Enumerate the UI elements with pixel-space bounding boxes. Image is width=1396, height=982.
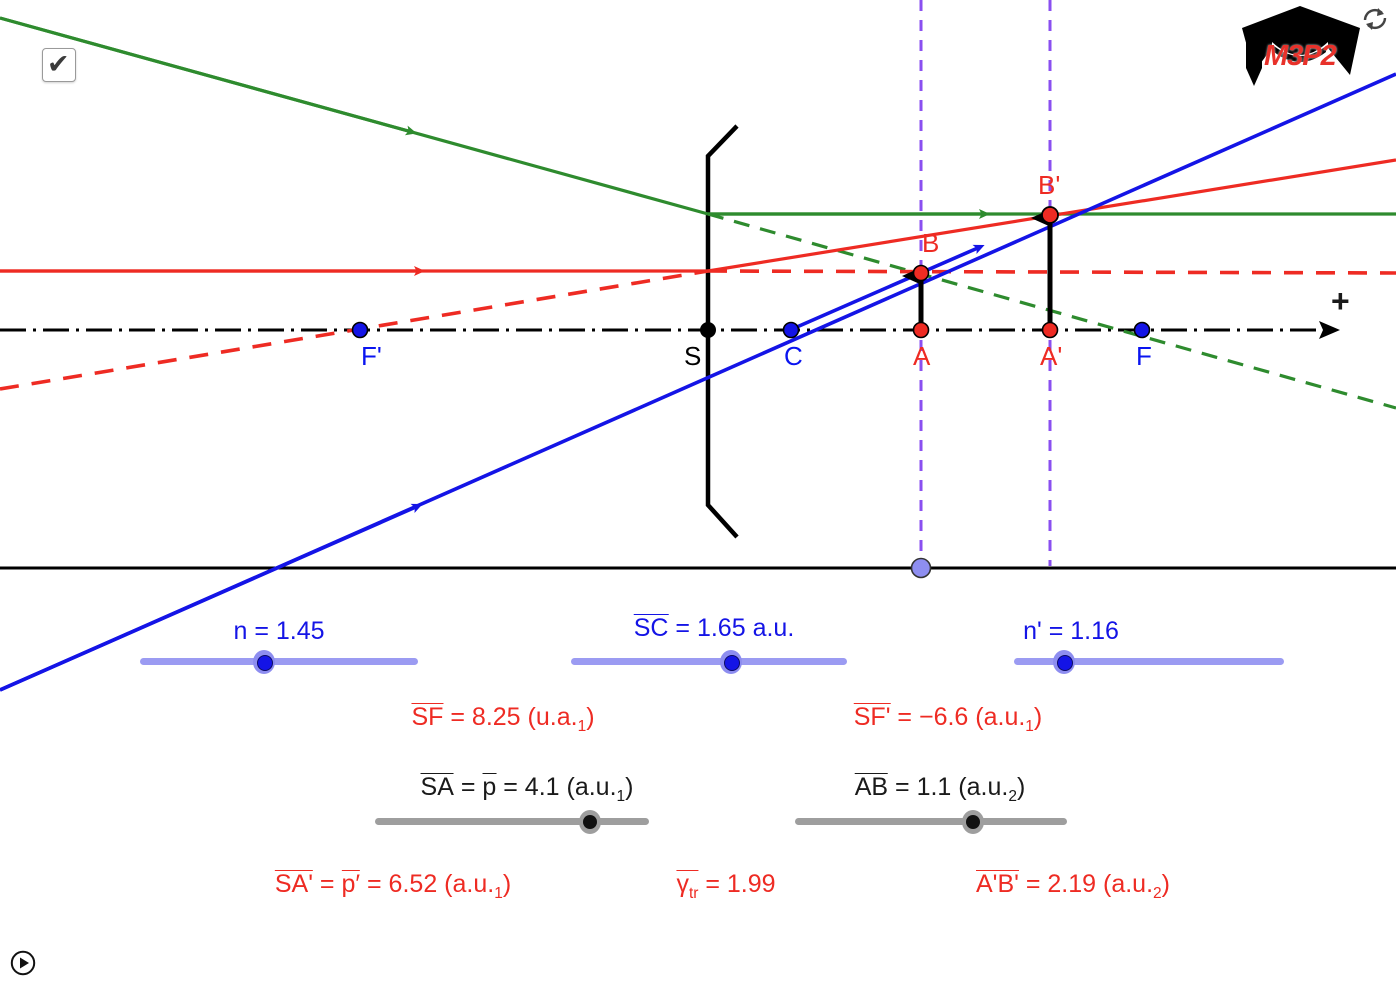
axis-positive-direction-label: + bbox=[1331, 283, 1350, 319]
sf-symbol: SF bbox=[411, 703, 444, 731]
slider-knob-n[interactable] bbox=[253, 650, 275, 674]
slider-label-ab: AB = 1.1 (a.u.2) bbox=[854, 773, 1026, 810]
red-virtual-extension-right bbox=[707, 269, 1396, 275]
slider-knob-sa[interactable] bbox=[579, 810, 601, 834]
slider-knob-ab[interactable] bbox=[962, 810, 984, 834]
slider-track-n[interactable] bbox=[140, 658, 418, 665]
slider-n-prime[interactable] bbox=[1014, 650, 1284, 682]
slider-symbol-ab: AB bbox=[854, 773, 889, 801]
point-F-prime bbox=[351, 321, 369, 339]
point-B-prime bbox=[1041, 206, 1059, 224]
sa-prime-symbol: SA' bbox=[274, 870, 313, 898]
ab-prime-readout: A'B' = 2.19 (a.u.2) bbox=[976, 870, 1170, 907]
m3p2-logo: M3P2 bbox=[1232, 2, 1368, 92]
sa-prime-readout: SA' = p′ = 6.52 (a.u.1) bbox=[274, 870, 512, 907]
point-A-prime bbox=[1041, 321, 1059, 339]
slider-value-sc: = 1.65 a.u. bbox=[675, 614, 795, 642]
sf-value: = 8.25 (u.a.1) bbox=[450, 703, 595, 735]
slider-label-n: n = 1.45 bbox=[233, 618, 324, 644]
slider-track-n-prime[interactable] bbox=[1014, 658, 1284, 665]
slider-value-sa: = p = 4.1 (a.u.1) bbox=[460, 773, 634, 805]
label-point-A-prime: A' bbox=[1040, 341, 1063, 371]
slider-sa[interactable] bbox=[375, 810, 649, 842]
blue-ray-arrow-1 bbox=[0, 503, 423, 692]
green-incident-ray-arrow bbox=[0, 16, 417, 136]
slider-knob-n-prime[interactable] bbox=[1053, 650, 1075, 674]
slider-value-n: n = 1.45 bbox=[233, 617, 325, 645]
label-point-C: C bbox=[784, 341, 803, 371]
point-C bbox=[782, 321, 800, 339]
slider-knob-sc[interactable] bbox=[720, 650, 742, 674]
blue-ray-arrow-2 bbox=[789, 244, 985, 332]
checkmark-icon: ✔ bbox=[47, 49, 70, 80]
slider-value-ab: = 1.1 (a.u.2) bbox=[895, 773, 1026, 805]
label-point-B-prime: B' bbox=[1038, 170, 1061, 200]
slider-label-n-prime: n' = 1.16 bbox=[1023, 618, 1119, 644]
slider-track-ab[interactable] bbox=[795, 818, 1067, 825]
slider-label-sa: SA = p = 4.1 (a.u.1) bbox=[420, 773, 634, 810]
slider-sc[interactable] bbox=[571, 650, 847, 682]
sf-prime-symbol: SF' bbox=[853, 703, 891, 731]
slider-track-sa[interactable] bbox=[375, 818, 649, 825]
sf-readout: SF = 8.25 (u.a.1) bbox=[411, 703, 595, 740]
slider-symbol-sa: SA bbox=[420, 773, 454, 801]
point-A bbox=[912, 321, 930, 339]
label-point-F: F bbox=[1136, 341, 1152, 371]
show-construction-checkbox[interactable]: ✔ bbox=[42, 48, 76, 82]
label-point-S: S bbox=[684, 341, 702, 371]
sf-prime-readout: SF' = −6.6 (a.u.1) bbox=[853, 703, 1043, 740]
slider-label-sc: SC = 1.65 a.u. bbox=[633, 614, 795, 642]
label-point-F-prime: F' bbox=[361, 341, 382, 371]
ab-prime-value: = 2.19 (a.u.2) bbox=[1025, 870, 1170, 902]
ab-prime-symbol: A'B' bbox=[976, 870, 1019, 898]
point-F bbox=[1133, 321, 1151, 339]
sf-prime-value: = −6.6 (a.u.1) bbox=[897, 703, 1043, 735]
refresh-icon[interactable] bbox=[1360, 4, 1390, 34]
sa-prime-value: = p′ = 6.52 (a.u.1) bbox=[319, 870, 512, 902]
gamma-value: = 1.99 bbox=[705, 870, 776, 898]
slider-value-n-prime: n' = 1.16 bbox=[1023, 617, 1119, 645]
gamma-tr-readout: γtr = 1.99 bbox=[676, 870, 776, 906]
play-circle-icon[interactable] bbox=[10, 950, 36, 976]
label-point-A: A bbox=[913, 341, 931, 371]
logo-text: M3P2 bbox=[1264, 40, 1337, 72]
point-B bbox=[912, 264, 930, 282]
slider-n[interactable] bbox=[140, 650, 418, 682]
point-S bbox=[700, 322, 716, 338]
gamma-symbol: γtr bbox=[676, 870, 699, 906]
label-point-B: B bbox=[922, 228, 940, 258]
slider-track-sc[interactable] bbox=[571, 658, 847, 665]
slider-ab[interactable] bbox=[795, 810, 1067, 842]
draggable-object-handle bbox=[910, 557, 932, 579]
slider-symbol-sc: SC bbox=[633, 614, 669, 642]
graduation-cap-icon bbox=[1242, 6, 1360, 86]
